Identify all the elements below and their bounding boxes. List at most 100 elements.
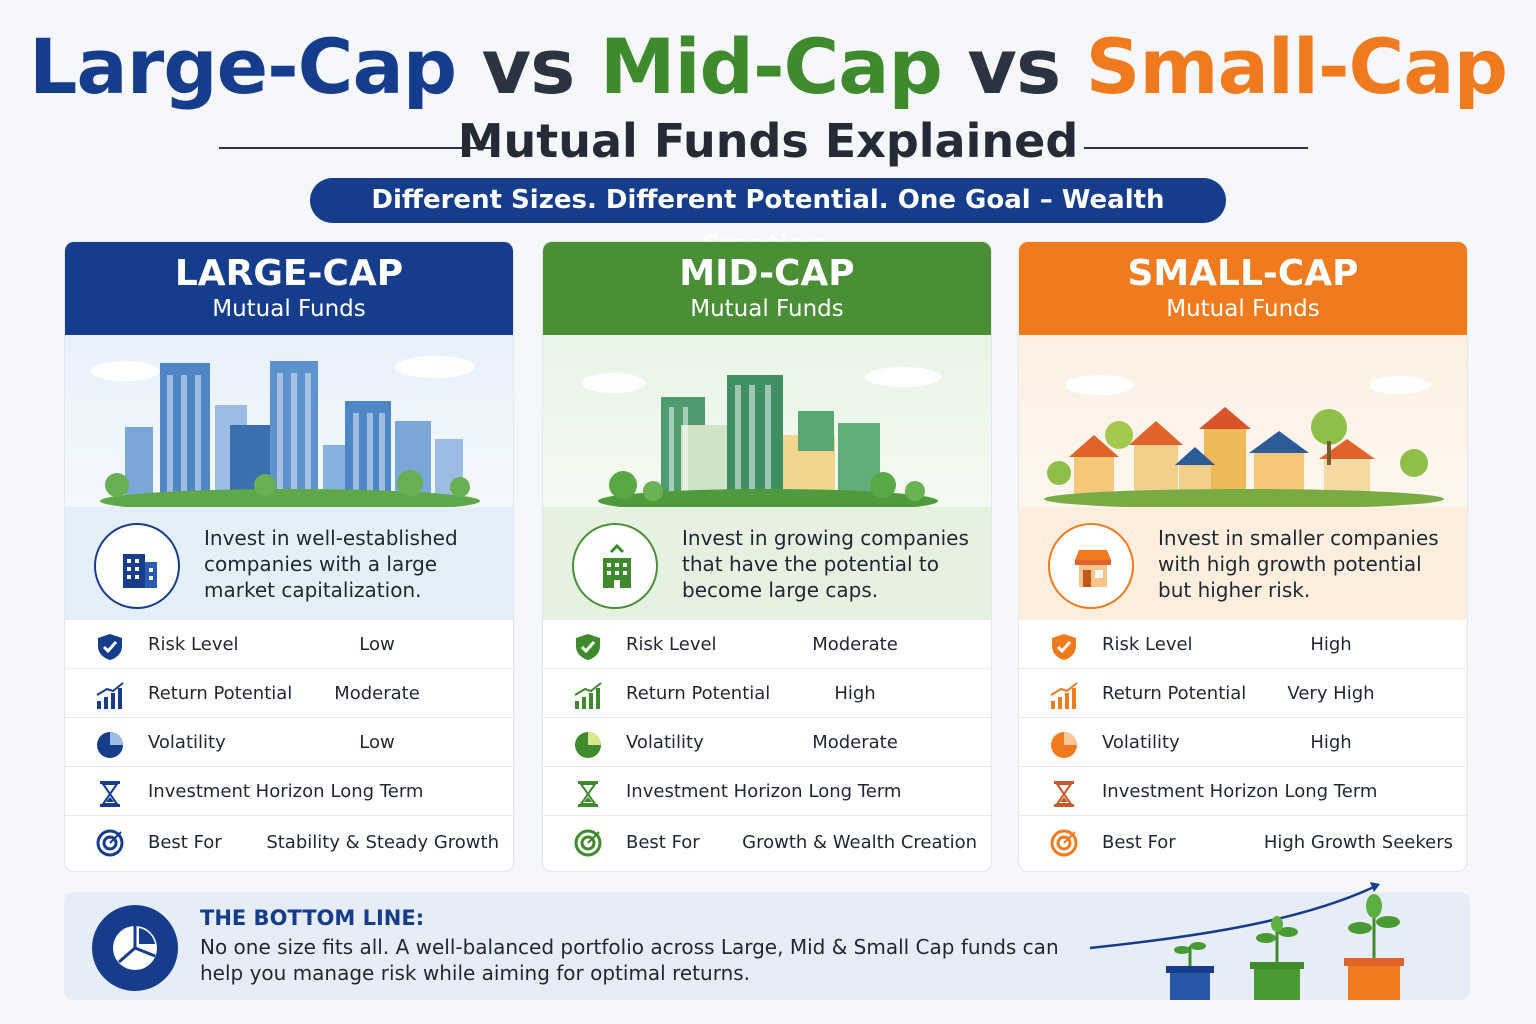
pie-chart-icon [1051, 732, 1077, 758]
row-value: Moderate [334, 683, 420, 704]
growth-chart-icon [574, 682, 602, 709]
growing-plants-icon [1089, 882, 1404, 1000]
row-value: High [1310, 634, 1352, 655]
hourglass-icon [578, 781, 598, 807]
row-label: Return Potential [626, 683, 771, 704]
row-label: Best For [148, 832, 222, 853]
card-subtitle: Mutual Funds [1166, 296, 1320, 322]
best-for-row: Best For Stability & Steady Growth [65, 816, 513, 870]
growing-building-icon [572, 523, 658, 609]
row-value: Moderate [812, 634, 898, 655]
row-value: Stability & Steady Growth [266, 832, 499, 853]
card-title: MID-CAP [679, 253, 855, 294]
title-mid-cap: Mid-Cap [599, 22, 943, 111]
volatility-row: Volatility Low [65, 718, 513, 767]
row-label: Risk Level [1102, 634, 1193, 655]
title-vs-1: vs [456, 22, 600, 111]
growth-chart-icon [96, 682, 124, 709]
large-cap-card: LARGE-CAP Mutual Funds [64, 241, 514, 872]
risk-level-row: Risk Level Moderate [543, 620, 991, 669]
card-title: SMALL-CAP [1127, 253, 1359, 294]
row-value: Long Term [1284, 781, 1378, 802]
row-label: Investment Horizon [1102, 781, 1279, 802]
pie-chart-icon [575, 732, 601, 758]
risk-level-row: Risk Level High [1019, 620, 1467, 669]
subtitle-divider-left [219, 147, 491, 149]
shield-check-icon [98, 634, 122, 660]
card-header: MID-CAP Mutual Funds [543, 242, 991, 335]
portfolio-pie-icon [92, 905, 178, 991]
midrise-city-illustration [543, 335, 991, 507]
bottom-line-text: No one size fits all. A well-balanced po… [200, 935, 1059, 985]
row-label: Volatility [626, 732, 704, 753]
pie-chart-icon [97, 732, 123, 758]
card-description: Invest in growing companies that have th… [682, 526, 969, 602]
shield-check-icon [1052, 634, 1076, 660]
card-subtitle: Mutual Funds [690, 296, 844, 322]
title-vs-2: vs [941, 22, 1086, 111]
card-title: LARGE-CAP [174, 253, 404, 294]
investment-horizon-row: Investment Horizon Long Term [65, 767, 513, 816]
main-title: Large-Cap vs Mid-Cap vs Small-Cap [0, 22, 1536, 111]
investment-horizon-row: Investment Horizon Long Term [1019, 767, 1467, 816]
subtitle-row: Mutual Funds Explained [0, 114, 1536, 174]
mid-cap-card: MID-CAP Mutual Funds [542, 241, 992, 872]
row-value: Low [359, 634, 395, 655]
office-building-icon [94, 523, 180, 609]
row-label: Return Potential [1102, 683, 1247, 704]
row-value: Very High [1287, 683, 1375, 704]
bottom-line-title: THE BOTTOM LINE: [200, 906, 425, 930]
target-icon [96, 829, 124, 857]
row-value: Long Term [330, 781, 424, 802]
shop-icon [1048, 523, 1134, 609]
title-small-cap: Small-Cap [1085, 22, 1508, 111]
attribute-list: Risk Level Low Return Potential Moderate… [65, 620, 513, 870]
tagline-banner: Different Sizes. Different Potential. On… [310, 178, 1226, 260]
subtitle: Mutual Funds Explained [457, 114, 1079, 168]
attribute-list: Risk Level Moderate Return Potential Hig… [543, 620, 991, 870]
subtitle-divider-right [1084, 147, 1308, 149]
row-value: High Growth Seekers [1263, 832, 1453, 853]
row-label: Best For [626, 832, 700, 853]
card-description-area: Invest in growing companies that have th… [543, 507, 991, 620]
card-header: LARGE-CAP Mutual Funds [65, 242, 513, 335]
row-value: Low [359, 732, 395, 753]
return-potential-row: Return Potential Moderate [65, 669, 513, 718]
shield-check-icon [576, 634, 600, 660]
return-potential-row: Return Potential Very High [1019, 669, 1467, 718]
hourglass-icon [1054, 781, 1074, 807]
target-icon [574, 829, 602, 857]
small-cap-card: SMALL-CAP Mutual Funds [1018, 241, 1468, 872]
card-description-area: Invest in well-established companies wit… [65, 507, 513, 620]
row-label: Investment Horizon [148, 781, 325, 802]
card-header: SMALL-CAP Mutual Funds [1019, 242, 1467, 335]
card-subtitle: Mutual Funds [212, 296, 366, 322]
target-icon [1050, 829, 1078, 857]
row-value: Long Term [808, 781, 902, 802]
growth-chart-icon [1050, 682, 1078, 709]
risk-level-row: Risk Level Low [65, 620, 513, 669]
row-value: Moderate [812, 732, 898, 753]
skyline-illustration [65, 335, 513, 507]
bottom-line-panel: THE BOTTOM LINE: No one size fits all. A… [64, 882, 1470, 1000]
card-description: Invest in smaller companies with high gr… [1158, 526, 1439, 602]
row-label: Volatility [1102, 732, 1180, 753]
investment-horizon-row: Investment Horizon Long Term [543, 767, 991, 816]
best-for-row: Best For High Growth Seekers [1019, 816, 1467, 870]
volatility-row: Volatility Moderate [543, 718, 991, 767]
attribute-list: Risk Level High Return Potential Very Hi… [1019, 620, 1467, 870]
hourglass-icon [100, 781, 120, 807]
row-label: Risk Level [626, 634, 717, 655]
return-potential-row: Return Potential High [543, 669, 991, 718]
row-value: Growth & Wealth Creation [742, 832, 977, 853]
card-description-area: Invest in smaller companies with high gr… [1019, 507, 1467, 620]
houses-illustration [1019, 335, 1467, 507]
row-label: Return Potential [148, 683, 293, 704]
row-value: High [834, 683, 876, 704]
card-description: Invest in well-established companies wit… [204, 526, 458, 602]
volatility-row: Volatility High [1019, 718, 1467, 767]
row-label: Investment Horizon [626, 781, 803, 802]
title-large-cap: Large-Cap [29, 22, 457, 111]
row-value: High [1310, 732, 1352, 753]
row-label: Risk Level [148, 634, 239, 655]
